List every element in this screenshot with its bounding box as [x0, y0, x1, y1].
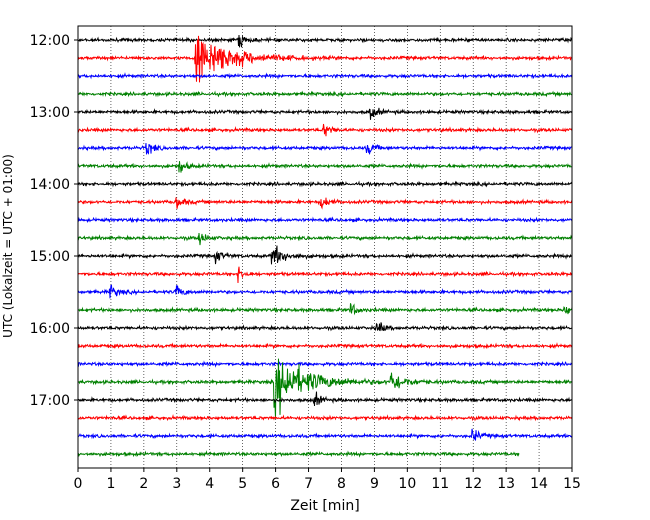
seismic-trace [77, 123, 573, 137]
x-tick-label: 14 [530, 476, 548, 492]
x-tick-label: 12 [464, 476, 482, 492]
seismic-trace [77, 216, 573, 224]
seismic-trace [77, 72, 572, 80]
y-tick-label: 12:00 [30, 33, 70, 49]
seismic-trace [77, 450, 520, 458]
x-tick-label: 11 [431, 476, 449, 492]
seismic-trace [77, 232, 573, 246]
x-tick-label: 1 [106, 476, 115, 492]
x-tick-label: 2 [139, 476, 148, 492]
y-tick-label: 17:00 [30, 393, 70, 409]
seismic-trace [77, 90, 573, 98]
y-tick-label: 16:00 [30, 321, 70, 337]
x-tick-label: 15 [563, 476, 581, 492]
seismic-trace [77, 143, 573, 155]
seismic-trace [77, 245, 573, 265]
x-tick-label: 13 [497, 476, 515, 492]
seismic-trace [77, 107, 573, 120]
seismic-trace [77, 197, 572, 210]
y-axis: 12:00 13:00 14:00 15:00 16:00 17:00 [30, 33, 78, 409]
x-tick-label: 3 [172, 476, 181, 492]
x-tick-label: 4 [205, 476, 214, 492]
x-tick-label: 9 [370, 476, 379, 492]
x-tick-label: 6 [271, 476, 280, 492]
y-tick-label: 13:00 [30, 105, 70, 121]
seismic-trace [77, 391, 573, 407]
plot-frame [77, 25, 573, 469]
x-tick-label: 5 [238, 476, 247, 492]
seismic-trace [77, 322, 573, 332]
seismic-trace [77, 358, 573, 419]
seismic-trace [77, 428, 573, 441]
x-tick-label: 8 [337, 476, 346, 492]
seismic-trace [78, 180, 573, 188]
seismic-trace [78, 266, 573, 284]
seismic-trace [77, 161, 573, 173]
x-tick-label: 0 [74, 476, 83, 492]
seismic-trace [77, 284, 573, 299]
trace-group [77, 34, 573, 458]
x-axis: 0 1 2 3 4 5 6 7 8 9 10 11 12 13 14 15 [74, 468, 581, 492]
seismic-trace [77, 342, 573, 350]
x-tick-label: 7 [304, 476, 313, 492]
x-axis-label: Zeit [min] [290, 498, 359, 514]
y-tick-label: 15:00 [30, 249, 70, 265]
y-axis-label: UTC (Lokalzeit = UTC + 01:00) [1, 154, 15, 338]
seismic-trace [77, 414, 573, 422]
seismic-trace [77, 34, 573, 48]
seismic-trace [77, 360, 573, 368]
seismic-trace [77, 35, 573, 83]
y-tick-label: 14:00 [30, 177, 70, 193]
x-tick-label: 10 [398, 476, 416, 492]
seismic-trace [78, 303, 573, 316]
